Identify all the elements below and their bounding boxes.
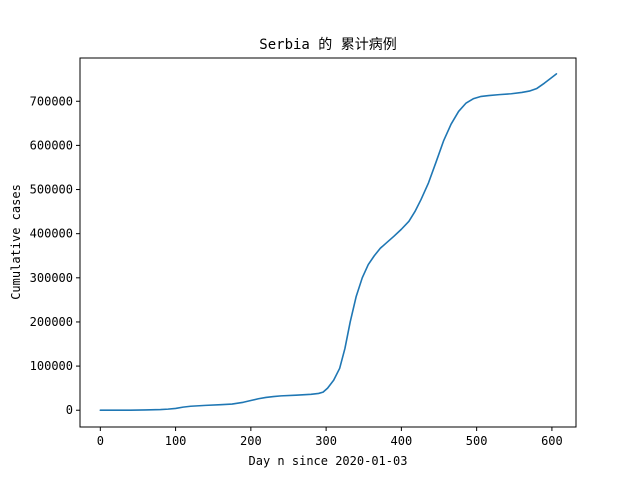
y-tick-label: 600000 xyxy=(30,138,73,152)
x-tick-label: 300 xyxy=(315,434,337,448)
x-axis-label: Day n since 2020-01-03 xyxy=(249,454,408,468)
y-tick-label: 300000 xyxy=(30,271,73,285)
x-tick-label: 0 xyxy=(97,434,104,448)
x-tick-label: 400 xyxy=(391,434,413,448)
y-tick-label: 200000 xyxy=(30,315,73,329)
y-tick-label: 700000 xyxy=(30,94,73,108)
y-axis-label: Cumulative cases xyxy=(9,184,23,300)
chart-title: Serbia 的 累计病例 xyxy=(259,37,396,53)
x-tick-label: 100 xyxy=(165,434,187,448)
x-tick-label: 200 xyxy=(240,434,262,448)
x-tick-label: 600 xyxy=(541,434,563,448)
y-tick-label: 400000 xyxy=(30,227,73,241)
y-tick-label: 0 xyxy=(66,403,73,417)
y-tick-label: 100000 xyxy=(30,359,73,373)
y-tick-label: 500000 xyxy=(30,183,73,197)
plot-frame xyxy=(79,57,577,428)
cumulative-cases-line xyxy=(99,73,558,412)
x-axis: 0 100 200 300 400 500 600 xyxy=(97,427,563,448)
y-axis: 0 100000 200000 300000 400000 500000 600000 700… xyxy=(30,94,80,417)
x-tick-label: 500 xyxy=(466,434,488,448)
